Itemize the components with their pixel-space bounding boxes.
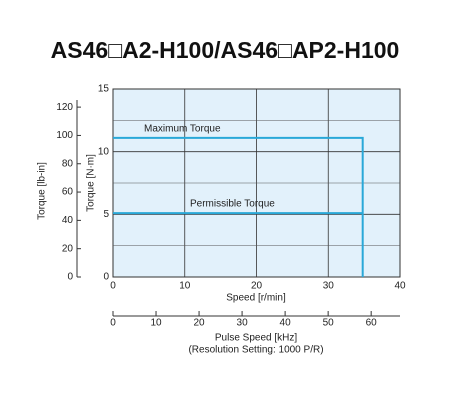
x2-tick-label: 60 <box>366 318 378 329</box>
x2-axis-note: (Resolution Setting: 1000 P/R) <box>188 345 323 356</box>
x2-tick-label: 40 <box>280 318 292 329</box>
y-tick-label: 0 <box>103 272 109 283</box>
y2-tick-label: 0 <box>67 272 73 283</box>
x-tick-label: 40 <box>394 281 406 292</box>
y2-tick-label: 100 <box>56 130 73 141</box>
x-tick-label: 10 <box>179 281 191 292</box>
x-tick-label: 0 <box>110 281 116 292</box>
x2-tick-label: 30 <box>237 318 249 329</box>
chart-title: AS46□A2-H100/AS46□AP2-H100 <box>51 37 400 63</box>
x-axis-label: Speed [r/min] <box>226 293 286 304</box>
y-tick-label: 10 <box>98 146 110 157</box>
y2-tick-label: 120 <box>56 102 73 113</box>
x2-tick-label: 50 <box>323 318 335 329</box>
y-tick-label: 5 <box>103 209 109 220</box>
y2-tick-label: 60 <box>62 187 74 198</box>
series-label: Permissible Torque <box>190 199 275 210</box>
y2-axis-label: Torque [lb-in] <box>37 162 48 220</box>
series-label: Maximum Torque <box>144 124 221 135</box>
y2-tick-label: 80 <box>62 158 74 169</box>
x2-axis-label: Pulse Speed [kHz] <box>215 333 297 344</box>
x2-tick-label: 20 <box>193 318 205 329</box>
y2-tick-label: 20 <box>62 243 74 254</box>
x2-tick-label: 10 <box>150 318 162 329</box>
torque-line <box>113 136 364 277</box>
y-axis-label: Torque [N·m] <box>86 154 97 212</box>
x-tick-label: 20 <box>251 281 263 292</box>
x2-tick-label: 0 <box>110 318 116 329</box>
y-tick-label: 15 <box>98 84 110 95</box>
x-tick-label: 30 <box>323 281 335 292</box>
y2-tick-label: 40 <box>62 215 74 226</box>
